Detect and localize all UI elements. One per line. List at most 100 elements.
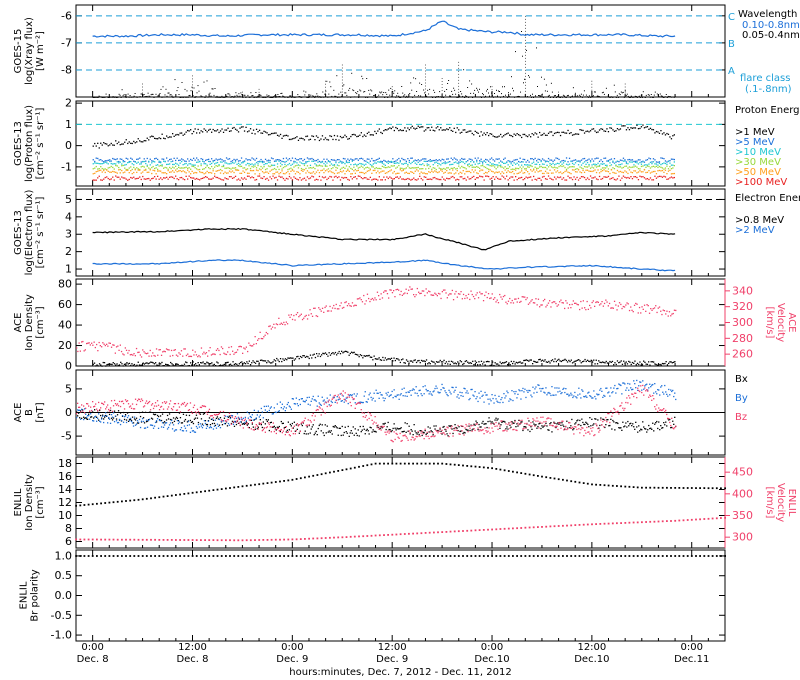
- data-point: [347, 138, 349, 140]
- data-point: [467, 160, 469, 162]
- data-point: [342, 177, 345, 179]
- data-point: [473, 423, 475, 425]
- data-point: [405, 96, 407, 98]
- data-point: [212, 364, 214, 366]
- data-point: [151, 135, 153, 137]
- data-point: [314, 168, 316, 170]
- data-point: [643, 164, 646, 166]
- data-point: [265, 97, 267, 98]
- data-point: [177, 420, 180, 422]
- data-point: [502, 420, 504, 423]
- data-point: [266, 162, 268, 165]
- data-point: [471, 83, 473, 85]
- data-point: [634, 95, 636, 97]
- data-point: [534, 171, 536, 173]
- data-point: [91, 416, 93, 418]
- data-point: [147, 92, 149, 94]
- data-point: [218, 169, 220, 171]
- data-point: [526, 49, 527, 51]
- data-point: [165, 88, 167, 90]
- data-point: [112, 163, 114, 165]
- series-0-10-0-8nm: [92, 20, 676, 38]
- data-point: [91, 342, 93, 344]
- data-point: [159, 415, 162, 417]
- data-point: [308, 357, 310, 360]
- data-point: [378, 295, 380, 297]
- data-point: [222, 131, 225, 133]
- data-point: [125, 97, 127, 98]
- data-point: [598, 164, 601, 166]
- data-point: [416, 167, 418, 169]
- data-point: [603, 130, 605, 132]
- data-point: [274, 327, 276, 329]
- data-point: [501, 93, 502, 95]
- data-point: [297, 167, 300, 169]
- data-point: [669, 177, 671, 179]
- data-point: [211, 131, 213, 133]
- data-point: [353, 90, 355, 92]
- data-point: [139, 426, 142, 429]
- data-point: [395, 358, 398, 360]
- data-point: [614, 91, 616, 93]
- data-point: [607, 160, 610, 162]
- data-point: [622, 160, 625, 162]
- data-point: [571, 178, 574, 181]
- data-point: [155, 157, 157, 159]
- data-point: [555, 157, 557, 159]
- data-point: [632, 311, 634, 313]
- data-point: [535, 95, 536, 97]
- data-point: [222, 347, 224, 350]
- data-point: [571, 95, 573, 97]
- data-point: [542, 97, 544, 98]
- data-point: [108, 413, 111, 416]
- data-point: [577, 133, 580, 135]
- data-point: [536, 133, 538, 135]
- data-point: [566, 95, 568, 97]
- data-point: [550, 159, 553, 161]
- data-point: [112, 362, 114, 364]
- data-point: [281, 168, 283, 170]
- data-point: [378, 167, 380, 170]
- data-point: [645, 310, 647, 312]
- data-point: [145, 421, 148, 423]
- y-right-tick-label: 320: [732, 300, 753, 313]
- data-point: [451, 289, 453, 292]
- data-point: [184, 179, 186, 181]
- data-point: [104, 168, 106, 170]
- data-point: [401, 178, 403, 180]
- data-point: [366, 161, 368, 163]
- data-point: [111, 96, 113, 98]
- data-point: [272, 97, 274, 98]
- data-point: [199, 160, 201, 163]
- data-point: [121, 415, 124, 417]
- data-point: [657, 95, 659, 96]
- data-point: [135, 96, 137, 98]
- data-point: [453, 173, 455, 175]
- data-point: [626, 363, 629, 365]
- data-point: [645, 126, 647, 128]
- data-point: [158, 95, 160, 97]
- data-point: [198, 90, 200, 92]
- data-point: [140, 93, 142, 95]
- data-point: [620, 91, 622, 93]
- data-point: [379, 427, 381, 430]
- data-point: [189, 419, 192, 422]
- data-point: [202, 96, 204, 98]
- data-point: [105, 365, 107, 367]
- data-point: [347, 425, 349, 428]
- data-point: [480, 96, 481, 98]
- data-point: [247, 423, 249, 425]
- data-point: [510, 163, 512, 165]
- y-right-tick-label: 260: [732, 348, 753, 361]
- legend-entry: 0.05-0.4nm: [742, 30, 800, 41]
- data-point: [507, 167, 509, 170]
- data-point: [619, 427, 621, 429]
- data-point: [194, 128, 196, 130]
- data-point: [585, 360, 587, 363]
- data-point: [503, 362, 505, 364]
- series-line: [92, 227, 676, 251]
- data-point: [116, 172, 118, 174]
- data-point: [619, 94, 621, 96]
- data-point: [245, 97, 247, 98]
- data-point: [398, 359, 400, 361]
